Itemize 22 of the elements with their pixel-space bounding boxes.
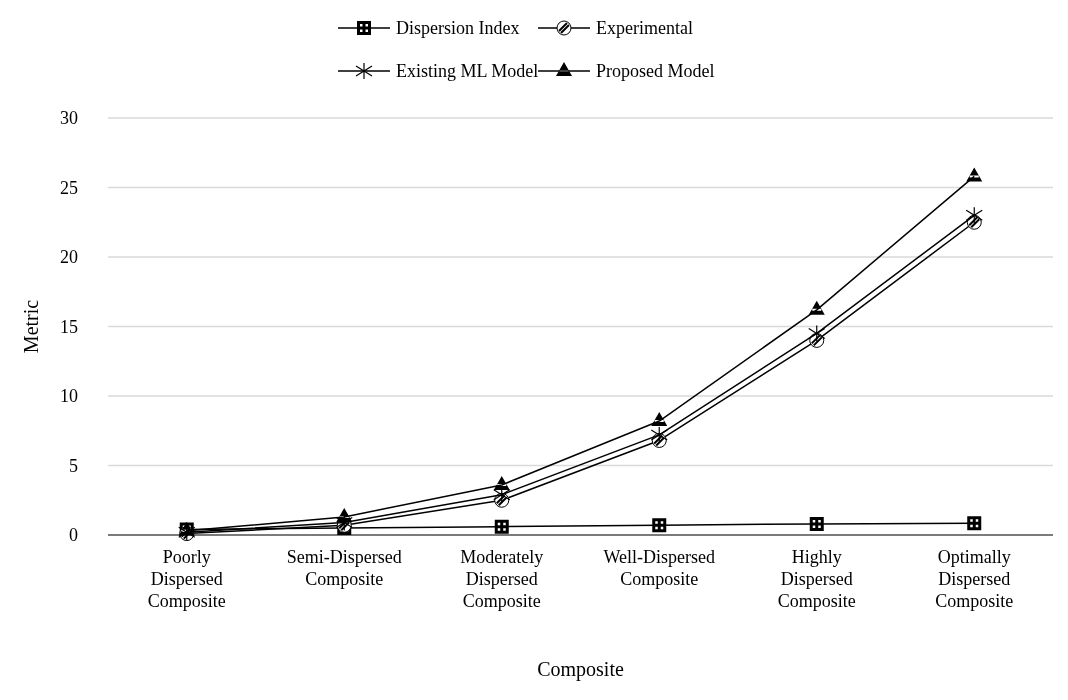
x-tick-label: Semi-Dispersed Composite (286, 547, 402, 589)
y-axis-title: Metric (20, 299, 42, 354)
y-tick-label: 5 (69, 455, 78, 476)
x-axis-title: Composite (537, 658, 624, 681)
y-tick-label: 25 (60, 177, 78, 198)
point (650, 426, 668, 444)
legend-label: Dispersion Index (396, 18, 520, 39)
y-tick-label: 30 (60, 108, 78, 129)
x-tick-label: Highly Dispersed Composite (777, 547, 856, 611)
x-tick-label: Well-Dispersed Composite (603, 547, 716, 589)
y-tick-label: 20 (60, 247, 78, 268)
x-tick-label: Moderately Dispersed Composite (460, 547, 544, 611)
legend-label: Proposed Model (596, 61, 715, 82)
y-tick-label: 15 (60, 316, 78, 337)
y-tick-label: 0 (69, 525, 78, 546)
y-tick-label: 10 (60, 386, 78, 407)
point (808, 324, 826, 343)
legend-label: Existing ML Model (396, 61, 539, 82)
legend-label: Experimental (596, 18, 693, 39)
x-tick-label: Poorly Dispersed Composite (147, 547, 226, 611)
point (965, 206, 983, 224)
x-tick-label: Optimally Dispersed Composite (935, 547, 1014, 611)
